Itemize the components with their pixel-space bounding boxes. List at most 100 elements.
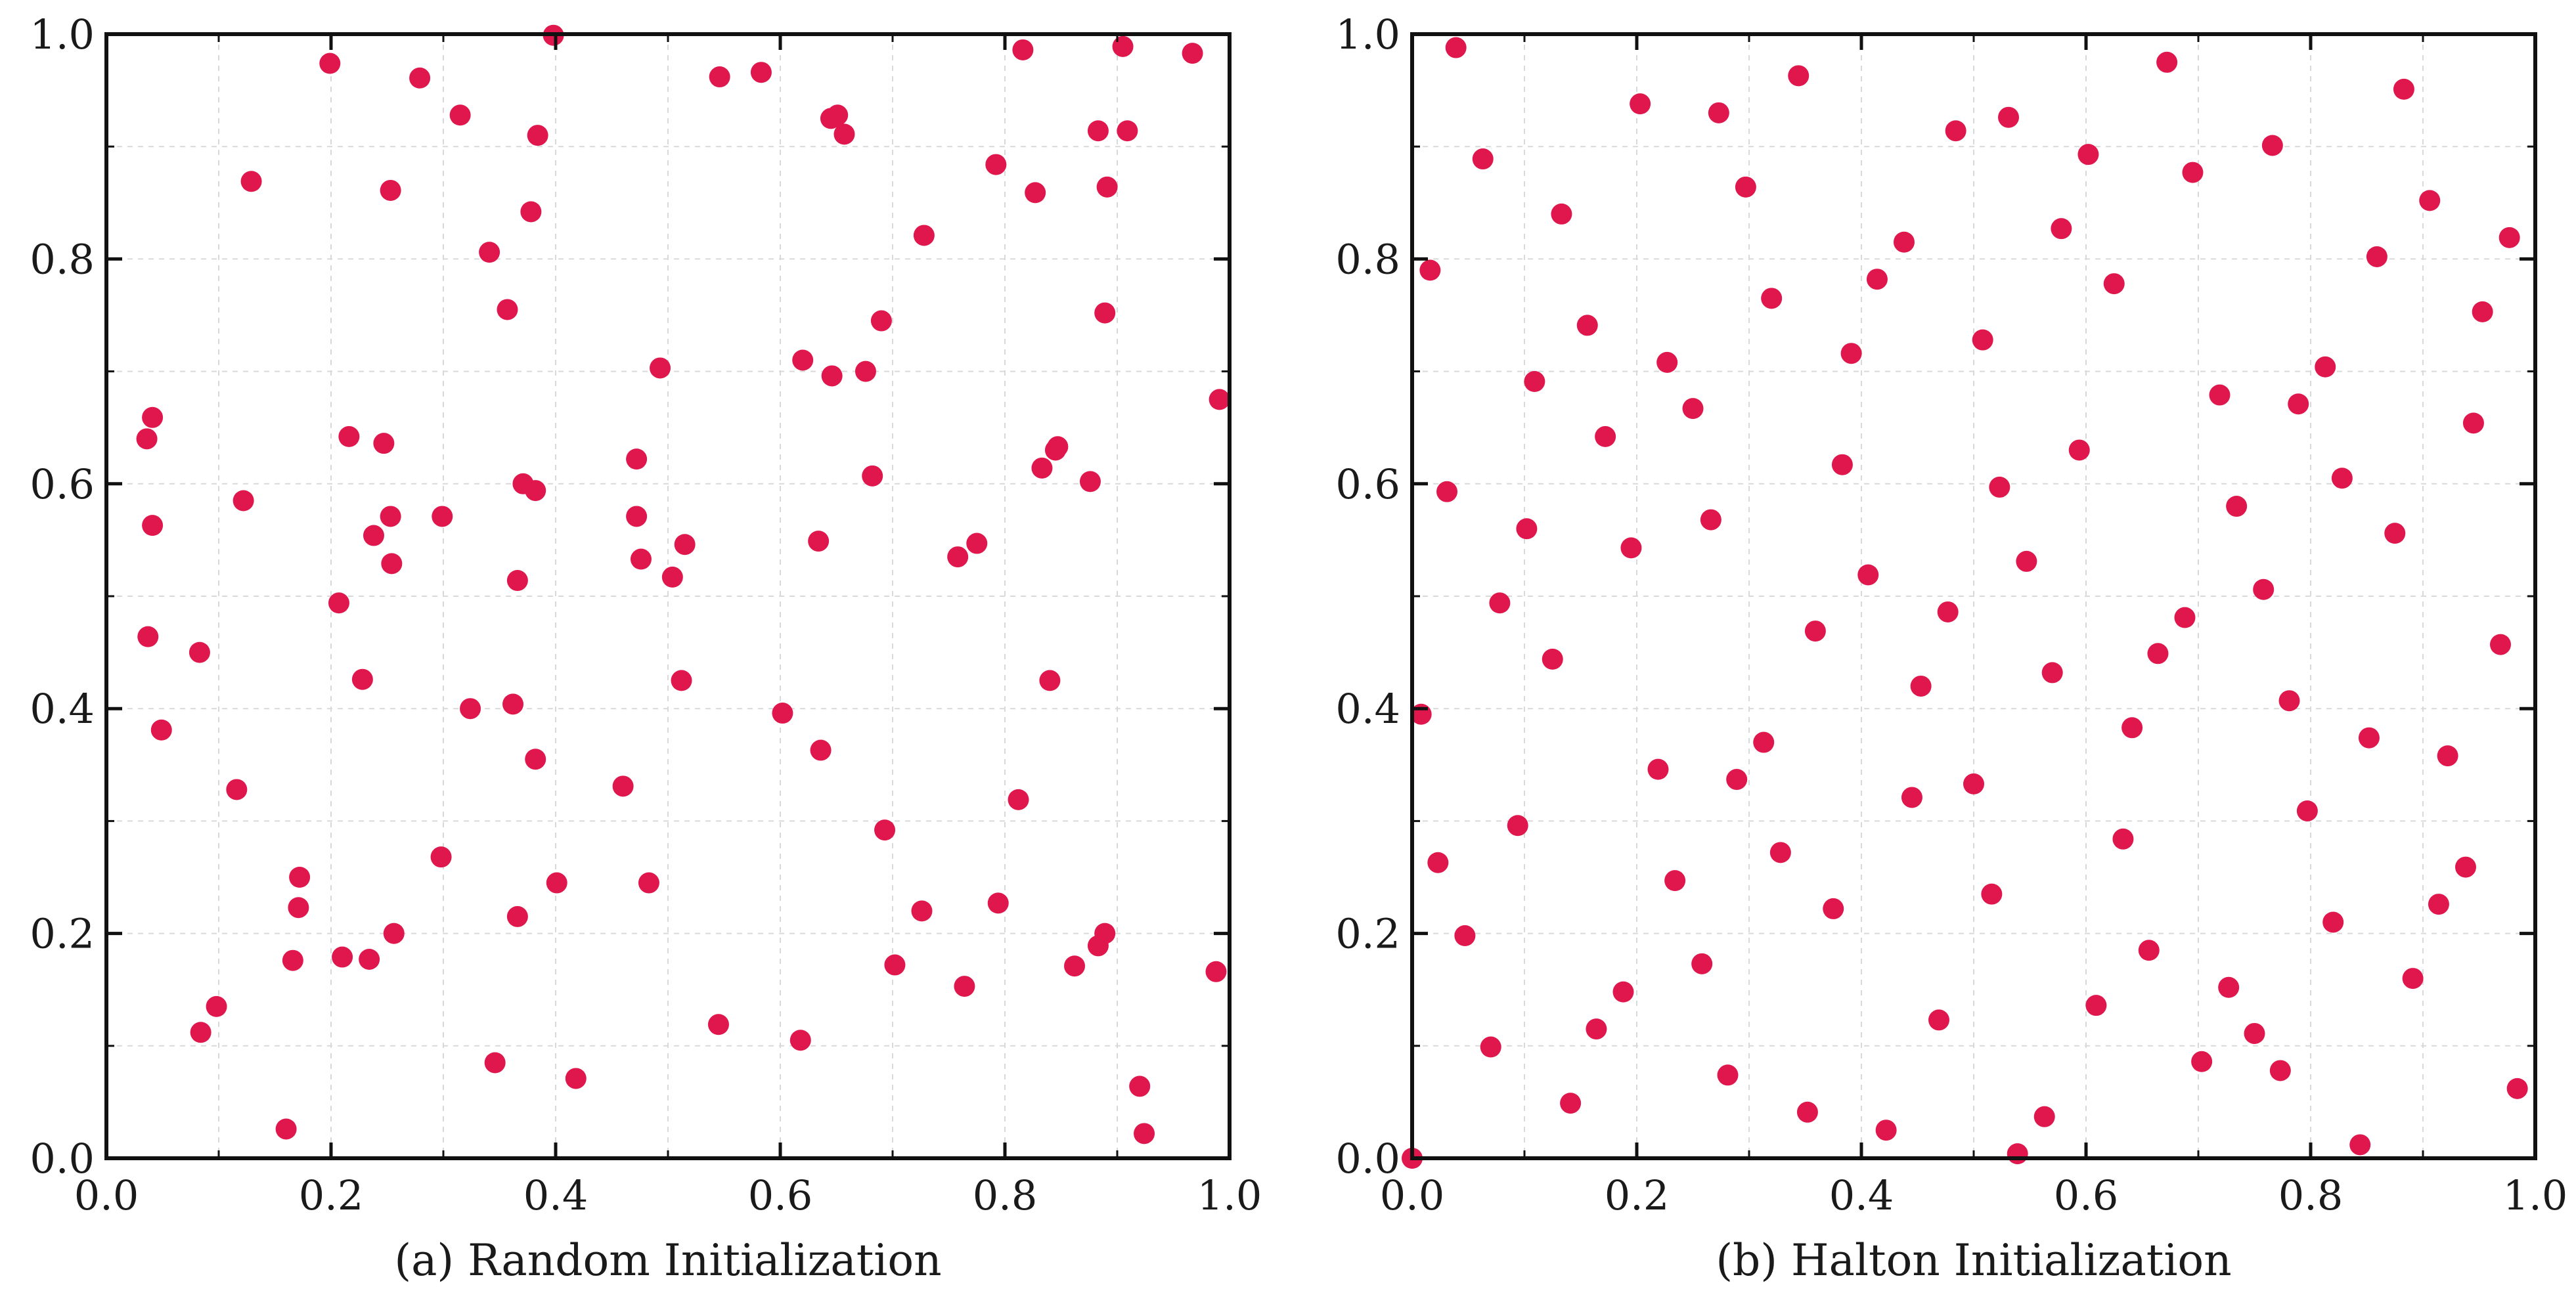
data-point <box>1937 601 1959 622</box>
data-point <box>671 670 692 691</box>
data-point <box>913 225 935 246</box>
data-point <box>707 1014 729 1035</box>
data-point <box>1436 481 1458 502</box>
data-point <box>142 515 164 536</box>
data-point <box>1656 351 1678 373</box>
data-point <box>2156 51 2178 73</box>
data-point <box>1963 773 1984 794</box>
data-point <box>1893 231 1915 253</box>
data-point <box>1489 592 1511 614</box>
x-tick-label: 1.0 <box>2503 1171 2568 1219</box>
data-point <box>502 693 524 715</box>
data-point <box>1134 1123 1155 1144</box>
data-point <box>1205 961 1227 982</box>
data-point <box>1454 925 1476 947</box>
data-point <box>1586 1018 1607 1040</box>
data-point <box>338 425 360 447</box>
data-point <box>985 154 1007 175</box>
data-point <box>1945 120 1966 142</box>
data-point <box>2244 1022 2265 1044</box>
data-point <box>1039 670 1061 691</box>
data-point <box>1419 259 1441 281</box>
data-point <box>2121 717 2143 739</box>
panel-caption: (b) Halton Initialization <box>1716 1235 2231 1286</box>
data-point <box>833 123 855 145</box>
x-tick-label: 0.8 <box>973 1171 1038 1219</box>
x-tick-label: 0.2 <box>299 1171 364 1219</box>
data-point <box>1708 102 1729 123</box>
data-point <box>226 779 248 800</box>
x-tick-label: 0.4 <box>1829 1171 1894 1219</box>
data-point <box>2218 976 2240 998</box>
data-point <box>966 533 988 554</box>
data-point <box>484 1052 506 1074</box>
data-point <box>1117 120 1138 142</box>
data-point <box>2253 578 2275 600</box>
data-point <box>1823 898 1844 919</box>
data-point <box>206 995 227 1017</box>
data-point <box>2402 968 2424 990</box>
data-point <box>1735 176 1756 198</box>
data-point <box>2315 356 2336 378</box>
data-point <box>319 53 341 74</box>
data-point <box>1972 329 1993 351</box>
y-tick-label: 0.4 <box>30 685 95 733</box>
data-point <box>2077 144 2099 165</box>
data-point <box>827 104 849 126</box>
data-point <box>380 179 401 201</box>
data-point <box>506 905 528 927</box>
data-point <box>821 365 843 387</box>
data-point <box>2191 1051 2213 1072</box>
data-point <box>546 872 567 894</box>
data-point <box>2182 162 2204 183</box>
data-point <box>2209 384 2231 406</box>
data-point <box>2288 393 2309 415</box>
data-point <box>1726 769 1748 791</box>
data-point <box>1524 371 1545 393</box>
x-tick-label: 0.6 <box>2054 1171 2119 1219</box>
data-point <box>674 534 696 555</box>
data-point <box>1682 398 1704 420</box>
data-point <box>2278 690 2300 712</box>
data-point <box>1427 852 1449 873</box>
data-point <box>520 201 542 223</box>
data-point <box>282 949 303 971</box>
data-point <box>432 506 453 527</box>
data-point <box>1866 269 1888 290</box>
data-point <box>1875 1120 1897 1141</box>
data-point <box>527 125 548 146</box>
data-point <box>497 299 518 320</box>
data-point <box>1717 1064 1739 1086</box>
x-tick-label: 0.4 <box>523 1171 588 1219</box>
data-point <box>1209 389 1230 410</box>
data-point <box>2358 727 2380 749</box>
data-point <box>328 592 349 614</box>
data-point <box>1769 842 1791 863</box>
data-point <box>2296 800 2318 821</box>
data-point <box>2349 1134 2371 1156</box>
data-point <box>2007 1143 2028 1165</box>
x-tick-label: 0.0 <box>74 1171 139 1219</box>
data-point <box>2261 135 2283 156</box>
data-point <box>1079 471 1101 492</box>
data-point <box>750 62 772 83</box>
y-tick-label: 0.2 <box>30 910 95 958</box>
data-point <box>2103 273 2125 295</box>
data-point <box>650 357 671 379</box>
data-point <box>661 566 683 588</box>
data-point <box>1804 620 1826 642</box>
data-point <box>772 703 793 724</box>
y-tick-label: 0.6 <box>30 460 95 508</box>
data-point <box>449 104 471 126</box>
data-point <box>1031 457 1053 479</box>
data-point <box>1480 1036 1501 1058</box>
data-point <box>2085 995 2107 1016</box>
data-point <box>947 546 969 568</box>
data-point <box>275 1118 297 1140</box>
data-point <box>363 525 384 546</box>
data-point <box>1612 981 1634 1003</box>
data-point <box>2366 246 2387 267</box>
data-point <box>1981 883 2003 905</box>
data-point <box>2428 894 2449 915</box>
data-point <box>1796 1101 1818 1123</box>
